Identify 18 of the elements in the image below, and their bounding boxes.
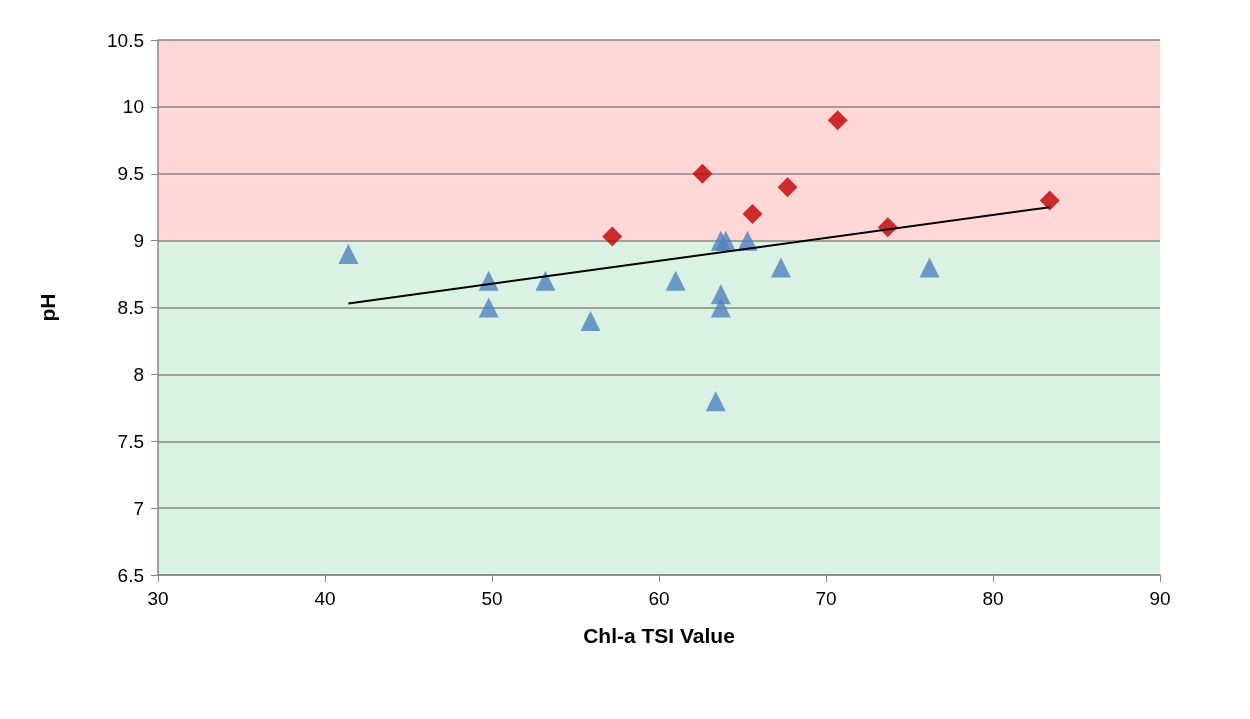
y-tick-label: 7.5 [117, 430, 144, 452]
y-tick-label: 10.5 [107, 29, 144, 51]
x-tick-label: 50 [481, 588, 503, 609]
x-tick-label: 40 [314, 588, 336, 609]
x-tick-label: 60 [648, 588, 670, 609]
x-tick-label: 30 [147, 588, 169, 609]
x-axis-title: Chl-a TSI Value [583, 624, 735, 647]
x-tick-label: 80 [982, 588, 1004, 609]
x-tick-label: 70 [815, 588, 837, 609]
y-tick-label: 10 [122, 96, 144, 118]
y-tick-label: 8 [133, 363, 144, 385]
y-tick-label: 9 [133, 230, 144, 252]
y-tick-label: 8.5 [117, 297, 144, 318]
y-tick-label: 6.5 [117, 564, 144, 586]
y-axis-title: pH [36, 293, 59, 322]
y-tick-label: 9.5 [117, 163, 144, 185]
x-tick-label: 90 [1149, 588, 1171, 609]
y-tick-label: 7 [133, 497, 144, 519]
